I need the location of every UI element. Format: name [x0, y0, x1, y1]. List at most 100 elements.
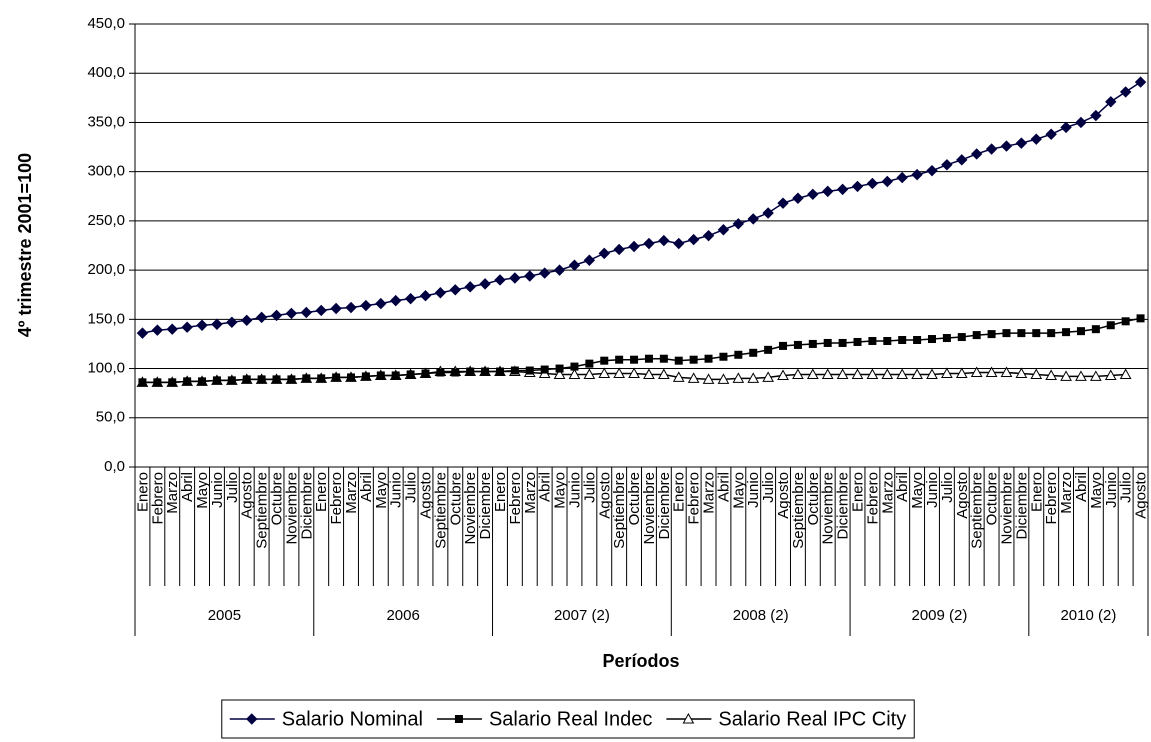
- marker: [1105, 96, 1117, 108]
- marker: [747, 372, 760, 383]
- marker: [658, 234, 670, 247]
- marker: [972, 331, 981, 340]
- marker: [1015, 367, 1028, 378]
- x-tick-label: Octubre: [269, 472, 286, 525]
- marker: [600, 356, 609, 365]
- marker: [866, 368, 879, 379]
- marker: [285, 307, 298, 320]
- x-tick-label: Junio: [1103, 472, 1120, 508]
- x-tick-label: Marzo: [164, 472, 181, 514]
- x-tick-label: Marzo: [522, 472, 539, 514]
- marker: [451, 368, 460, 377]
- y-tick-label: 0,0: [104, 458, 125, 475]
- marker: [481, 367, 490, 376]
- x-tick-label: Noviembre: [998, 472, 1015, 545]
- marker: [347, 373, 356, 382]
- marker: [821, 368, 834, 379]
- marker: [985, 366, 998, 377]
- marker: [1091, 325, 1100, 334]
- x-tick-label: Marzo: [879, 472, 896, 514]
- x-tick-label: Junio: [388, 472, 405, 508]
- marker: [1017, 329, 1026, 338]
- marker: [717, 373, 730, 384]
- marker: [970, 366, 983, 377]
- marker: [524, 270, 536, 282]
- marker: [853, 337, 862, 346]
- marker: [613, 367, 626, 378]
- x-tick-label: Agosto: [775, 472, 792, 519]
- marker: [957, 333, 966, 342]
- x-tick-label: Julio: [939, 472, 956, 503]
- marker: [792, 192, 804, 204]
- x-tick-label: Agosto: [417, 472, 434, 519]
- marker: [851, 180, 864, 193]
- marker: [389, 294, 402, 307]
- marker: [181, 321, 193, 333]
- marker: [570, 362, 579, 371]
- marker: [419, 289, 432, 302]
- legend: Salario Nominal Salario Real Indec Salario…: [221, 699, 915, 739]
- marker: [1002, 329, 1011, 338]
- x-tick-label: Agosto: [1133, 472, 1150, 519]
- marker: [896, 171, 908, 184]
- marker: [183, 377, 192, 386]
- marker: [657, 368, 670, 379]
- x-tick-label: Mayo: [909, 472, 926, 509]
- marker: [449, 284, 461, 296]
- marker: [466, 367, 475, 376]
- marker: [585, 359, 594, 368]
- marker: [227, 376, 236, 385]
- marker: [1047, 329, 1056, 338]
- y-axis-title: 4º trimestre 2001=100: [15, 153, 35, 337]
- marker: [436, 368, 445, 377]
- marker: [1076, 327, 1085, 336]
- marker: [287, 375, 296, 384]
- marker: [598, 367, 611, 378]
- marker: [1000, 366, 1013, 377]
- x-tick-label: Junio: [924, 472, 941, 508]
- x-tick-label: Noviembre: [283, 472, 300, 545]
- marker: [987, 330, 996, 339]
- marker: [404, 292, 417, 305]
- x-tick-label: Octubre: [984, 472, 1001, 525]
- marker: [330, 302, 342, 315]
- marker: [1090, 370, 1102, 381]
- marker: [555, 364, 564, 373]
- x-axis-title: Períodos: [602, 651, 679, 671]
- x-tick-label: Enero: [313, 472, 330, 512]
- marker: [985, 143, 998, 155]
- marker: [315, 304, 327, 317]
- marker: [583, 254, 596, 266]
- legend-box: [221, 699, 915, 739]
- marker: [598, 247, 610, 260]
- marker: [898, 336, 907, 345]
- marker: [956, 154, 968, 166]
- marker: [211, 318, 223, 330]
- marker: [406, 370, 415, 379]
- marker: [630, 355, 639, 364]
- x-tick-label: Septiembre: [611, 472, 628, 549]
- marker: [255, 311, 268, 324]
- marker: [242, 375, 251, 384]
- x-tick-label: Agosto: [239, 472, 256, 519]
- marker: [838, 338, 847, 347]
- marker: [777, 197, 789, 209]
- marker: [1000, 140, 1013, 152]
- marker: [1119, 86, 1132, 98]
- marker: [166, 323, 178, 335]
- marker: [881, 368, 894, 379]
- x-tick-label: Noviembre: [820, 472, 837, 545]
- x-tick-label: Marzo: [343, 472, 360, 514]
- y-tick-label: 300,0: [87, 163, 125, 180]
- marker: [1015, 137, 1028, 149]
- marker: [270, 309, 283, 322]
- marker: [568, 259, 581, 271]
- marker: [911, 368, 923, 379]
- marker: [1104, 369, 1117, 380]
- marker: [553, 368, 566, 379]
- x-tick-label: Noviembre: [641, 472, 658, 545]
- x-tick-label: Enero: [850, 472, 867, 512]
- marker: [151, 324, 164, 336]
- x-tick-label: Mayo: [552, 472, 569, 509]
- x-tick-label: Julio: [581, 472, 598, 503]
